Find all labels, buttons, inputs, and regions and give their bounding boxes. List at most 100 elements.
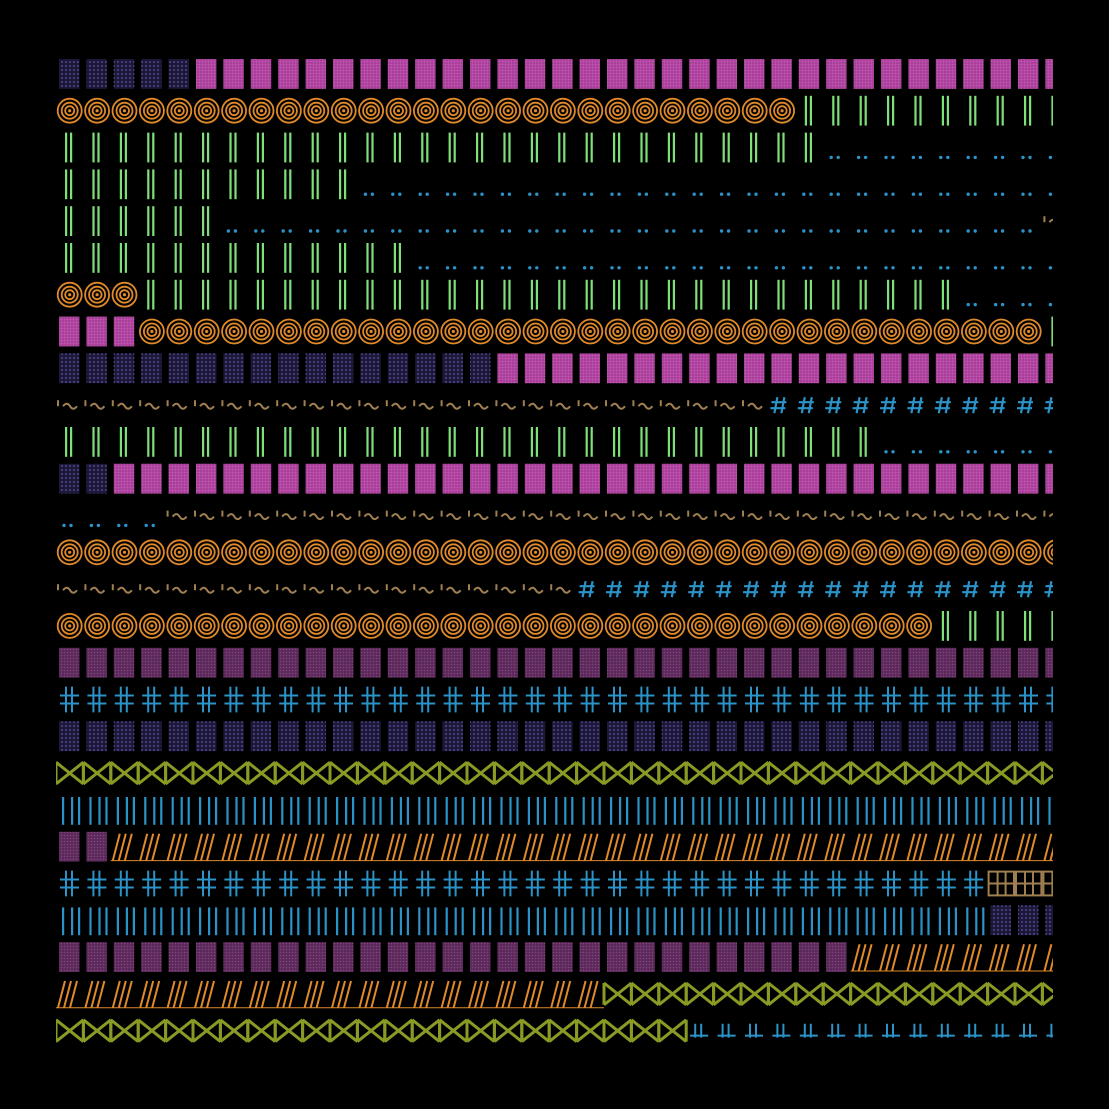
dot-pair-glyph — [856, 155, 868, 160]
circle-orange-glyph — [659, 97, 686, 124]
cross-blue-glyph — [854, 870, 874, 897]
bars-green-glyph — [174, 427, 182, 457]
bars-green-glyph — [640, 427, 648, 457]
blue-ticks-glyph — [116, 797, 135, 825]
zigzag-olive-glyph — [273, 761, 305, 786]
hash-blue-glyph — [852, 396, 869, 414]
cross-blue-glyph — [388, 686, 408, 713]
circle-orange-glyph — [56, 281, 83, 308]
dots-purple-glyph — [908, 721, 929, 752]
dot-pair-glyph — [665, 192, 676, 196]
hash-blue-glyph — [934, 396, 951, 414]
blue-ticks-glyph — [473, 907, 492, 936]
blue-ticks-glyph — [555, 797, 574, 825]
block-magenta-glyph — [1045, 353, 1053, 384]
hash-blue-glyph — [880, 396, 896, 414]
block-dark-glyph — [278, 647, 299, 678]
hash-blue-glyph — [770, 396, 787, 414]
blue-ticks-glyph — [418, 907, 437, 936]
slash-orange-glyph — [576, 980, 604, 1009]
slash-orange-glyph — [932, 943, 961, 972]
dot-pair-glyph — [445, 192, 457, 196]
slash-orange-glyph — [987, 833, 1015, 862]
dots-purple-glyph — [798, 721, 820, 752]
block-dark-glyph — [113, 647, 135, 678]
slash-orange-glyph — [138, 980, 166, 1009]
circle-orange-glyph — [358, 318, 385, 345]
zigzag-olive-glyph — [56, 761, 85, 786]
dot-pair-glyph — [911, 192, 923, 196]
dot-pair-glyph — [391, 192, 402, 196]
cross-blue-glyph — [498, 686, 518, 713]
circle-orange-glyph — [522, 539, 549, 566]
dots-purple-glyph — [250, 353, 272, 384]
block-magenta-glyph — [415, 463, 436, 494]
cross-blue-glyph — [608, 686, 627, 713]
cross-blue-glyph — [142, 870, 162, 897]
cross-blue-glyph — [525, 870, 545, 897]
tilde-tan-glyph — [495, 400, 517, 410]
tilde-tan-glyph — [879, 510, 900, 521]
bars-green-glyph — [667, 279, 675, 310]
block-magenta-glyph — [744, 59, 765, 89]
blue-ticks-glyph — [966, 797, 985, 825]
tilde-tan-glyph — [84, 400, 106, 410]
circle-orange-glyph — [385, 613, 412, 639]
bars-green-glyph — [229, 169, 237, 200]
bars-green-glyph — [996, 95, 1004, 126]
circle-orange-glyph — [659, 539, 686, 566]
tilde-tan-glyph — [577, 400, 599, 410]
dot-pair-glyph — [500, 266, 512, 270]
circle-orange-glyph — [824, 318, 850, 345]
block-dark-glyph — [141, 647, 162, 678]
blue-ticks-glyph — [89, 797, 108, 825]
pattern-row-5 — [65, 206, 1053, 236]
zigzag-olive-glyph — [684, 981, 716, 1006]
bars-green-glyph — [969, 95, 977, 126]
block-magenta-glyph — [1018, 353, 1039, 384]
zigzag-olive-glyph — [766, 981, 798, 1006]
tilde-tan-glyph — [468, 584, 489, 594]
tilde-tan-glyph — [1016, 510, 1037, 521]
blue-ticks-glyph — [445, 907, 464, 936]
dots-purple-glyph — [415, 353, 436, 384]
circle-orange-glyph — [385, 97, 412, 124]
tilde-tan-glyph — [495, 510, 517, 521]
dot-pair-glyph — [637, 266, 649, 270]
tilde-tan-glyph — [742, 400, 763, 410]
hash-blue-glyph — [989, 580, 1006, 598]
block-dark-glyph — [250, 647, 272, 678]
blue-ticks-glyph — [747, 797, 766, 825]
block-magenta-glyph — [497, 59, 518, 89]
dots-purple-glyph — [552, 721, 573, 752]
circle-orange-glyph — [796, 539, 823, 566]
bars-green-glyph — [1024, 95, 1032, 126]
bars-green-glyph — [229, 427, 237, 457]
pattern-row-26 — [56, 980, 1053, 1009]
tilde-tan-glyph — [714, 400, 736, 410]
cross-blue-glyph — [662, 870, 682, 897]
bars-green-glyph — [640, 132, 648, 163]
circle-orange-glyph — [303, 613, 330, 639]
bars-green-glyph — [393, 243, 401, 273]
dot-pair-glyph — [802, 266, 813, 270]
dot-pair-glyph — [610, 192, 621, 196]
cross-blue-glyph — [169, 870, 189, 897]
blue-ticks-glyph — [938, 797, 957, 825]
circle-orange-glyph — [440, 318, 467, 345]
dots-purple-glyph — [196, 353, 217, 384]
dot-pair-glyph — [610, 229, 621, 233]
dot-pair-glyph — [802, 192, 813, 196]
blue-ticks-glyph — [226, 907, 245, 936]
dots-purple-glyph — [579, 721, 600, 752]
tilde-tan-glyph — [221, 584, 243, 594]
bars-green-glyph — [147, 243, 155, 273]
circle-orange-glyph — [851, 613, 878, 639]
pattern-row-2 — [56, 95, 1053, 126]
dot-pair-glyph — [1048, 302, 1053, 307]
circle-orange-glyph — [495, 318, 522, 345]
tilde-tan-glyph — [194, 584, 215, 594]
circle-orange-glyph — [166, 318, 193, 345]
tilde-tan-glyph — [632, 510, 654, 521]
blue-ticks-glyph — [747, 907, 766, 936]
